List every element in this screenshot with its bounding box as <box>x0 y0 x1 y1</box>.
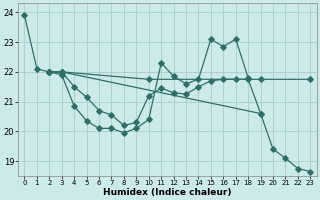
X-axis label: Humidex (Indice chaleur): Humidex (Indice chaleur) <box>103 188 232 197</box>
